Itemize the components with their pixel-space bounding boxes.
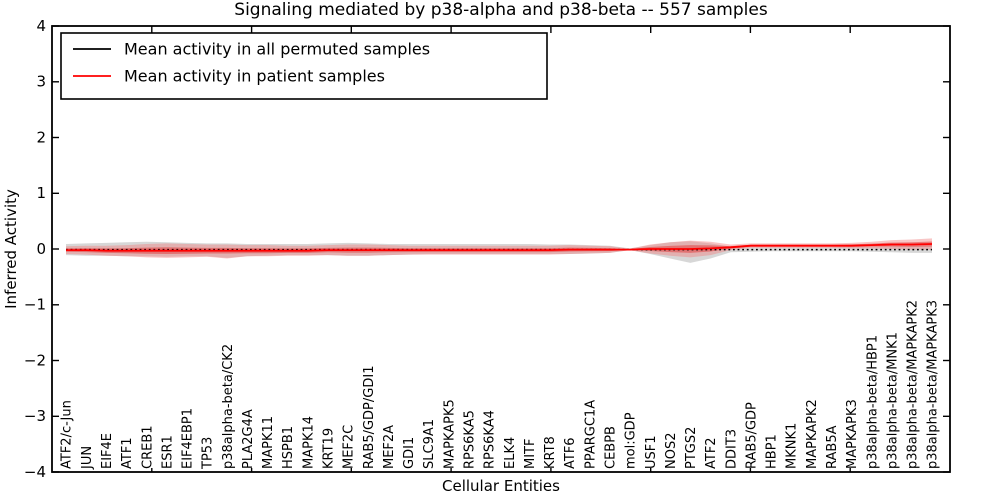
x-tick-label: KRT19 (322, 428, 337, 469)
x-tick-label: JUN (80, 446, 95, 470)
legend-label-patient: Mean activity in patient samples (124, 67, 385, 86)
y-tick-labels: 4 3 2 1 0 −1 −2 −3 −4 (24, 17, 46, 481)
legend: Mean activity in all permuted samples Me… (60, 32, 548, 100)
y-tick-label: 0 (36, 240, 46, 258)
x-tick-label: MAPKAPK3 (845, 399, 860, 469)
x-tick-label: KRT8 (543, 436, 558, 469)
x-tick-label: MAPK14 (301, 416, 316, 469)
x-tick-label: p38alpha-beta/MAPKAPK3 (926, 300, 941, 469)
x-tick-label: HBP1 (765, 434, 780, 469)
x-tick-label: ATF1 (120, 437, 135, 469)
x-tick-label: RAB5/GDP (745, 402, 760, 469)
x-tick-label: mol:GDP (624, 412, 639, 469)
x-tick-label: RPS6KA4 (483, 410, 498, 469)
legend-box (60, 32, 548, 100)
x-tick-label: ATF2 (704, 437, 719, 469)
legend-label-permuted: Mean activity in all permuted samples (124, 40, 430, 59)
x-tick-label: MKNK1 (785, 423, 800, 469)
x-tick-label: MAPKAPK5 (442, 399, 457, 469)
x-tick-label: p38alpha-beta/MNK1 (885, 332, 900, 469)
axis-ticks (52, 25, 950, 473)
x-tick-label: p38alpha-beta/CK2 (221, 344, 236, 469)
x-tick-label: ELK4 (503, 437, 518, 469)
y-axis-label: Inferred Activity (2, 189, 20, 309)
x-tick-label: DDIT3 (724, 429, 739, 469)
x-tick-label: HSPB1 (281, 426, 296, 469)
x-tick-label: MAPKAPK2 (805, 399, 820, 469)
x-tick-label: SLC9A1 (422, 419, 437, 469)
y-tick-label: −3 (24, 407, 46, 425)
y-tick-label: −2 (24, 352, 46, 370)
x-tick-label: RAB5/GDP/GDI1 (362, 366, 377, 469)
chart-title: Signaling mediated by p38-alpha and p38-… (234, 0, 768, 20)
x-tick-label: PTGS2 (684, 427, 699, 469)
x-tick-label: ESR1 (160, 435, 175, 469)
x-tick-label: EIF4EBP1 (181, 408, 196, 469)
x-axis-label: Cellular Entities (442, 477, 560, 495)
x-tick-label: NOS2 (664, 433, 679, 469)
x-tick-labels: ATF2/c-Jun JUN EIF4E ATF1 CREB1 ESR1 EIF4EBP1 T… (60, 300, 941, 470)
x-tick-label: TP53 (201, 437, 216, 470)
x-tick-label: RPS6KA5 (463, 410, 478, 469)
x-tick-label: MEF2C (342, 425, 357, 469)
x-tick-label: CEBPB (604, 426, 619, 469)
x-tick-label: RAB5A (825, 425, 840, 469)
x-tick-label: USF1 (644, 435, 659, 469)
y-tick-label: 1 (36, 184, 46, 202)
y-tick-label: −4 (24, 463, 46, 481)
y-tick-label: 4 (36, 17, 46, 35)
x-tick-label: p38alpha-beta/HBP1 (865, 335, 880, 469)
patient-mean-line (66, 243, 933, 252)
x-tick-label: ATF2/c-Jun (60, 400, 75, 469)
x-tick-label: MAPK11 (261, 416, 276, 469)
x-tick-label: ATF6 (563, 437, 578, 469)
y-tick-label: 3 (36, 73, 46, 91)
x-tick-label: MEF2A (382, 425, 397, 469)
x-tick-label: PPARGC1A (583, 400, 598, 469)
x-tick-label: CREB1 (140, 425, 155, 469)
y-tick-label: 2 (36, 129, 46, 147)
x-tick-label: MITF (523, 439, 538, 469)
x-tick-label: p38alpha-beta/MAPKAPK2 (906, 300, 921, 469)
x-tick-label: EIF4E (100, 433, 115, 469)
y-tick-label: −1 (24, 296, 46, 314)
x-tick-label: PLA2G4A (241, 409, 256, 469)
mean-lines (66, 243, 933, 252)
x-tick-label: GDI1 (402, 437, 417, 469)
